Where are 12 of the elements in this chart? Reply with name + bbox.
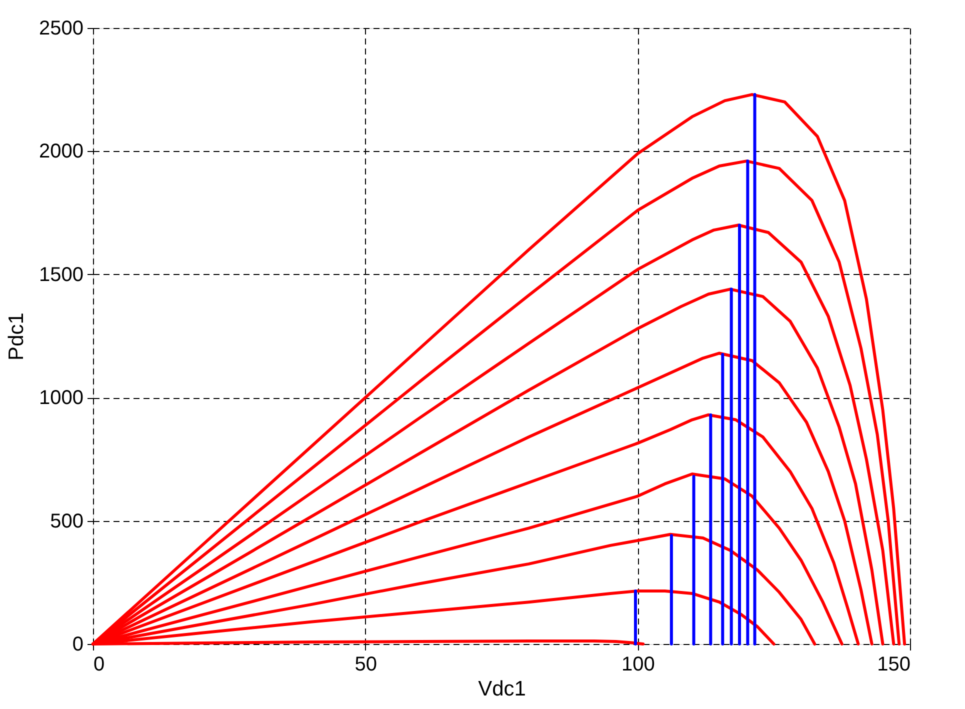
x-tick-label: 150 bbox=[877, 654, 910, 676]
x-tick-label: 50 bbox=[354, 654, 377, 676]
y-axis-title: Pdc1 bbox=[5, 312, 28, 360]
y-tick-label: 2500 bbox=[39, 18, 84, 40]
x-tick-label: 100 bbox=[621, 654, 655, 676]
y-tick-label: 0 bbox=[72, 634, 84, 656]
y-tick-label: 1500 bbox=[39, 264, 84, 286]
x-axis-title: Vdc1 bbox=[478, 678, 526, 700]
x-tick-label: 0 bbox=[94, 654, 105, 676]
y-tick-label: 2000 bbox=[39, 140, 84, 163]
y-tick-label: 500 bbox=[50, 510, 84, 532]
y-tick-label: 1000 bbox=[39, 387, 84, 410]
